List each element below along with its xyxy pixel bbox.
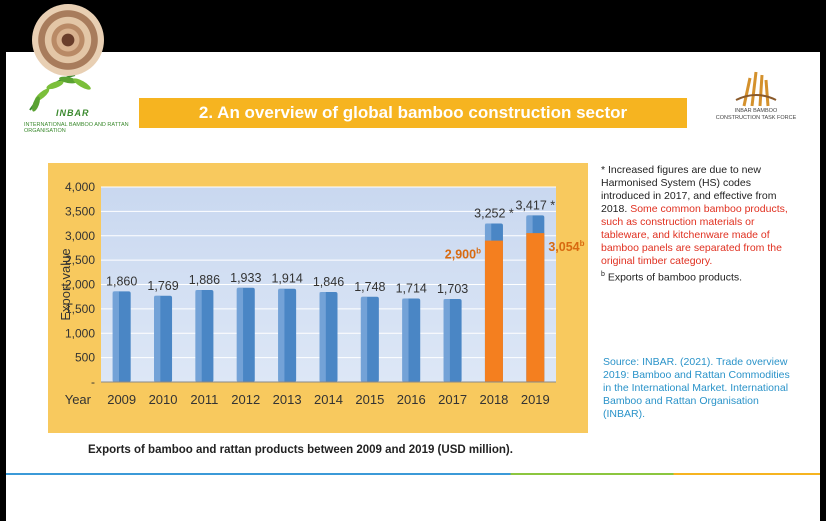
- x-tick-label: 2017: [438, 392, 467, 407]
- slide-title: 2. An overview of global bamboo construc…: [139, 98, 687, 128]
- taskforce-line1: INBAR BAMBOO: [734, 108, 778, 114]
- bar-highlight: [112, 291, 119, 382]
- x-tick-label: 2010: [149, 392, 178, 407]
- taskforce-logo: INBAR BAMBOO CONSTRUCTION TASK FORCE: [706, 70, 806, 130]
- y-tick-label: 3,000: [65, 229, 95, 243]
- data-label: 3,252 *: [474, 206, 514, 220]
- footer-divider: [6, 473, 820, 475]
- bamboo-leaves-icon: [29, 74, 91, 112]
- x-tick-label: 2012: [231, 392, 260, 407]
- bar-overlay: [526, 233, 545, 382]
- note-b-marker: b: [601, 271, 605, 278]
- overlay-data-label: 2,900b: [445, 247, 481, 262]
- y-tick-label: 2,000: [65, 278, 95, 292]
- bar-overlay: [484, 240, 503, 382]
- y-tick-label: 2,500: [65, 253, 95, 267]
- x-tick-label: 2014: [314, 392, 343, 407]
- note-star-red: Some common bamboo products, such as con…: [601, 203, 788, 267]
- bar-highlight: [236, 287, 244, 382]
- x-tick-label: 2015: [355, 392, 384, 407]
- x-axis-label: Year: [65, 392, 92, 407]
- data-label: 1,914: [271, 272, 302, 286]
- taskforce-line2: CONSTRUCTION TASK FORCE: [715, 114, 797, 121]
- y-tick-label: 3,500: [65, 204, 95, 218]
- presenter-webcam: [32, 4, 104, 76]
- x-tick-label: 2018: [479, 392, 508, 407]
- note-b: Exports of bamboo products.: [607, 271, 743, 284]
- bar-highlight: [154, 295, 161, 382]
- data-label: 1,860: [106, 274, 137, 288]
- x-tick-label: 2013: [273, 392, 302, 407]
- bar-highlight: [278, 288, 285, 382]
- note-star: * Increased figures are due to new Harmo…: [601, 164, 777, 215]
- x-tick-label: 2019: [521, 392, 550, 407]
- bar-highlight: [443, 298, 450, 382]
- inbar-brand-text: INBAR: [56, 108, 90, 118]
- y-tick-label: 500: [75, 351, 95, 365]
- y-tick-label: -: [91, 375, 95, 389]
- y-tick-label: 4,000: [65, 180, 95, 194]
- inbar-logo: INBAR INTERNATIONAL BAMBOO AND RATTAN OR…: [20, 70, 129, 150]
- y-tick-label: 1,500: [65, 302, 95, 316]
- data-label: 1,703: [437, 282, 468, 296]
- bar-chart: - 500 1,000 1,500 2,000 2,500 3,000 3,500 4,000 E…: [58, 180, 585, 407]
- data-label: 3,417 *: [516, 198, 556, 212]
- footnotes: * Increased figures are due to new Harmo…: [601, 164, 791, 285]
- bar-highlight: [402, 298, 409, 382]
- slide: INBAR INTERNATIONAL BAMBOO AND RATTAN OR…: [6, 52, 820, 521]
- x-tick-label: 2009: [107, 392, 136, 407]
- bar-highlight: [195, 290, 202, 382]
- chart-caption: Exports of bamboo and rattan products be…: [88, 444, 513, 456]
- data-label: 1,748: [354, 280, 385, 294]
- data-label: 1,886: [189, 273, 220, 287]
- x-tick-label: 2016: [397, 392, 426, 407]
- data-label: 1,769: [147, 279, 178, 293]
- bar-highlight: [360, 296, 368, 382]
- overlay-data-label: 3,054b: [548, 239, 584, 254]
- y-axis-label: Export value: [58, 248, 73, 320]
- bamboo-stalks-icon: [735, 71, 777, 107]
- data-label: 1,846: [313, 275, 344, 289]
- inbar-org-name: INTERNATIONAL BAMBOO AND RATTAN ORGANISA…: [24, 122, 129, 134]
- data-label: 1,933: [230, 271, 261, 285]
- bar-highlight: [319, 292, 326, 382]
- data-label: 1,714: [396, 281, 427, 295]
- source-citation: Source: INBAR. (2021). Trade overview 20…: [603, 356, 790, 420]
- y-tick-label: 1,000: [65, 326, 95, 340]
- x-tick-label: 2011: [190, 392, 218, 407]
